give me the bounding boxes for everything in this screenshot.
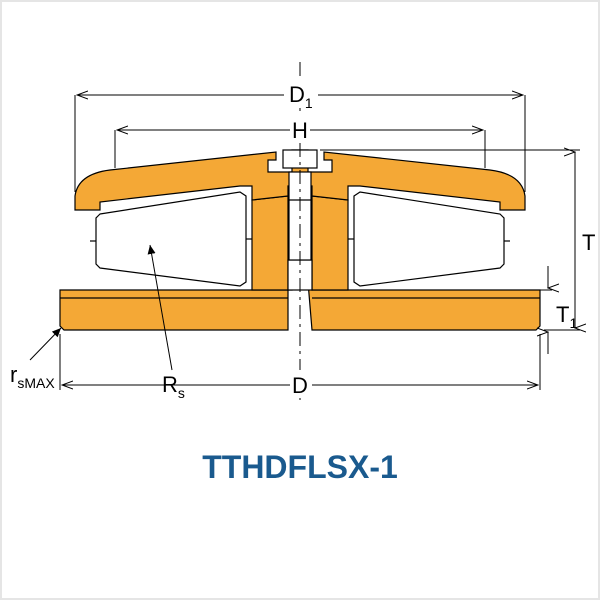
label-rsmax: r [10, 362, 17, 387]
label-d1-sub: 1 [305, 95, 313, 111]
diagram-title: TTHDFLSX-1 [202, 449, 398, 485]
label-t1-sub: 1 [569, 315, 577, 331]
label-d1: D [289, 82, 305, 107]
label-d: D [292, 373, 308, 398]
label-rs-sub: s [178, 385, 185, 401]
svg-text:T1: T1 [556, 302, 577, 331]
label-rs: R [162, 372, 178, 397]
svg-text:rsMAX: rsMAX [10, 362, 55, 391]
label-rsmax-sub: sMAX [17, 375, 55, 391]
label-t1: T [556, 302, 569, 327]
leader-rsmax: rsMAX [10, 328, 61, 391]
bearing-diagram: D1 H D T T1 Rs rsMAX TTHDFL [0, 0, 600, 600]
svg-text:Rs: Rs [162, 372, 185, 401]
label-h: H [292, 118, 308, 143]
dimension-t1: T1 [540, 266, 577, 354]
label-t: T [582, 230, 595, 255]
